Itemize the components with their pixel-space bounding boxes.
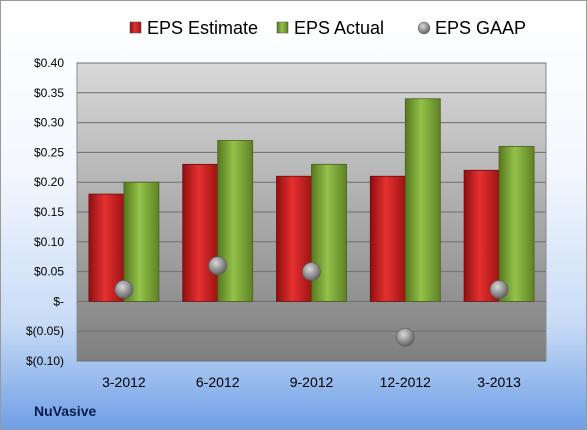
- bar-eps-estimate: [276, 175, 312, 302]
- legend-label: EPS Estimate: [147, 18, 258, 38]
- company-label: NuVasive: [34, 403, 97, 419]
- y-tick-label: $0.35: [34, 86, 64, 100]
- legend-swatch: [417, 21, 431, 35]
- legend-swatch: [129, 21, 142, 34]
- bar-eps-actual: [311, 163, 347, 302]
- marker-eps-gaap: [208, 256, 227, 275]
- y-tick-label: $-: [53, 294, 64, 308]
- plot-area: $0.40 $0.35 $0.30 $0.25 $0.20 $0.15 $0.10 $0.05…: [26, 56, 547, 390]
- y-tick-label: $0.10: [34, 235, 64, 249]
- x-tick-label: 3-2012: [102, 374, 146, 390]
- y-tick-label: $0.25: [34, 145, 64, 159]
- bar-eps-actual: [123, 181, 160, 302]
- legend-swatch: [276, 21, 289, 34]
- bar-eps-actual: [217, 140, 254, 302]
- marker-eps-gaap: [489, 280, 509, 299]
- bar-eps-estimate: [182, 163, 219, 302]
- x-tick-label: 3-2013: [477, 374, 521, 390]
- legend-label: EPS Actual: [294, 18, 384, 38]
- bar-eps-actual: [498, 146, 535, 302]
- x-tick-label: 6-2012: [196, 374, 240, 390]
- y-tick-label: $0.05: [34, 265, 64, 279]
- y-tick-label: $0.15: [34, 205, 64, 219]
- bar-eps-estimate: [463, 169, 500, 302]
- marker-eps-gaap: [302, 262, 321, 281]
- marker-eps-gaap: [114, 280, 134, 299]
- x-tick-label: 9-2012: [290, 374, 334, 390]
- marker-eps-gaap: [395, 327, 415, 347]
- legend-label: EPS GAAP: [435, 18, 526, 38]
- x-tick-label: 12-2012: [380, 374, 432, 390]
- y-tick-label: $(0.05): [26, 324, 64, 338]
- y-tick-label: $0.40: [34, 56, 64, 70]
- y-tick-label: $(0.10): [26, 354, 64, 368]
- bar-eps-actual: [404, 98, 441, 302]
- legend: EPS Estimate EPS Actual EPS GAAP: [129, 18, 526, 38]
- bar-eps-estimate: [369, 175, 406, 302]
- y-tick-label: $0.20: [34, 175, 64, 189]
- y-tick-label: $0.30: [34, 116, 64, 130]
